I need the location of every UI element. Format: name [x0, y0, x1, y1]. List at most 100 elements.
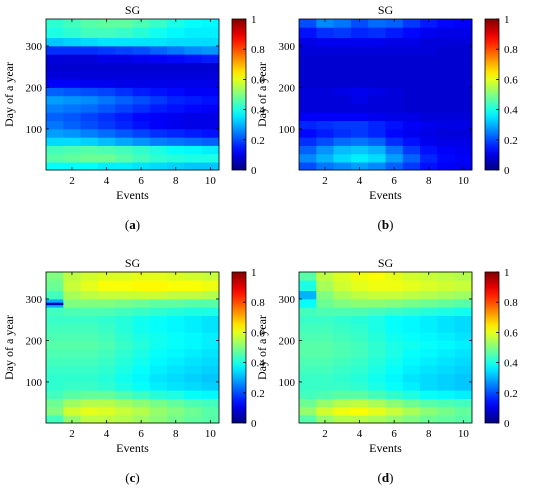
- heatmap-cell: [149, 298, 168, 308]
- heatmap-cell: [149, 315, 168, 325]
- colorbar-tick-label: 1: [251, 14, 257, 26]
- heatmap-cell: [437, 162, 456, 171]
- heatmap-cell: [80, 87, 99, 97]
- heatmap-cell: [97, 37, 116, 47]
- heatmap-cell: [333, 45, 352, 55]
- heatmap-cell: [402, 381, 421, 391]
- heatmap-cell: [115, 298, 133, 308]
- heatmap-cell: [437, 137, 456, 146]
- heatmap-cell: [454, 95, 473, 105]
- heatmap-cell: [167, 415, 185, 424]
- heatmap-cell: [368, 62, 386, 72]
- heatmap-cell: [115, 398, 133, 408]
- heatmap-cell: [184, 365, 203, 375]
- heatmap-cell: [167, 323, 185, 333]
- heatmap-cell: [454, 365, 473, 375]
- x-tick-label: 8: [173, 428, 179, 440]
- heatmap-cell: [402, 298, 421, 308]
- heatmap-cell: [316, 112, 334, 122]
- heatmap-cell: [167, 54, 185, 63]
- heatmap-cell: [402, 112, 421, 122]
- heatmap-cell: [454, 70, 473, 80]
- caption-letter: c: [130, 470, 136, 485]
- heatmap-cell: [333, 70, 352, 80]
- heatmap-cell: [454, 120, 473, 130]
- heatmap-cell: [63, 104, 81, 113]
- heatmap-cell: [350, 415, 369, 424]
- heatmap-cell: [454, 315, 473, 325]
- heatmap-cell: [316, 19, 334, 28]
- heatmap-cell: [299, 112, 317, 122]
- heatmap-cell: [368, 87, 386, 97]
- heatmap-cell: [437, 390, 456, 399]
- heatmap-cell: [132, 79, 151, 88]
- heatmap-cell: [437, 62, 456, 72]
- heatmap-cell: [115, 54, 133, 63]
- heatmap-cell: [167, 298, 185, 308]
- heatmap-cell: [368, 390, 386, 399]
- heatmap-cell: [115, 27, 133, 39]
- heatmap-cell: [350, 381, 369, 391]
- heatmap-cell: [402, 54, 421, 63]
- heatmap-cell: [402, 315, 421, 325]
- heatmap-cell: [46, 128, 64, 138]
- colorbar-tick-label: 0.4: [504, 105, 518, 117]
- heatmap-cell: [80, 79, 99, 88]
- heatmap-cell: [63, 348, 81, 358]
- heatmap-cell: [97, 415, 116, 424]
- heatmap-cell: [402, 365, 421, 375]
- colorbar-tick-label: 0.6: [251, 74, 265, 86]
- y-axis-label: Day of a year: [2, 62, 16, 127]
- heatmap-cell: [402, 120, 421, 130]
- heatmap-cell: [350, 62, 369, 72]
- heatmap-cell: [333, 390, 352, 399]
- heatmap-cell: [80, 348, 99, 358]
- heatmap-cell: [350, 315, 369, 325]
- heatmap-cell: [46, 145, 64, 155]
- heatmap-cell: [184, 323, 203, 333]
- heatmap-cell: [316, 373, 334, 383]
- heatmap-cell: [402, 45, 421, 55]
- heatmap-cell: [454, 290, 473, 300]
- heatmap-cell: [299, 87, 317, 97]
- heatmap-cell: [385, 340, 404, 350]
- x-tick-label: 6: [138, 175, 144, 187]
- heatmap-cell: [420, 62, 438, 72]
- heatmap-cell: [368, 145, 386, 155]
- heatmap-cell: [80, 272, 99, 281]
- heatmap-cell: [63, 398, 81, 408]
- colorbar-tick-label: 0.8: [251, 297, 265, 309]
- heatmap-cell: [385, 348, 404, 358]
- heatmap-cell: [454, 406, 473, 416]
- colorbar-tick-label: 0.8: [251, 44, 265, 56]
- heatmap-cell: [184, 381, 203, 391]
- heatmap-cell: [97, 162, 116, 171]
- heatmap-cell: [454, 280, 473, 292]
- heatmap-cell: [316, 120, 334, 130]
- heatmap-cell: [167, 162, 185, 171]
- heatmap-cell: [80, 145, 99, 155]
- heatmap-cell: [316, 406, 334, 416]
- heatmap-cell: [184, 95, 203, 105]
- heatmap-cell: [167, 357, 185, 366]
- heatmap-cell: [167, 120, 185, 130]
- y-tick-label: 100: [26, 124, 43, 136]
- heatmap-cell: [132, 112, 151, 122]
- heatmap-cell: [132, 332, 151, 341]
- heatmap-cell: [402, 290, 421, 300]
- heatmap-cell: [201, 290, 220, 300]
- heatmap-cell: [385, 79, 404, 88]
- heatmap-cell: [350, 19, 369, 28]
- heatmap-cell: [97, 70, 116, 80]
- heatmap-cell: [437, 340, 456, 350]
- heatmap-cell: [333, 79, 352, 88]
- heatmap-cell: [437, 70, 456, 80]
- heatmap-cell: [167, 79, 185, 88]
- heatmap-cell: [299, 19, 317, 28]
- heatmap-cell: [454, 112, 473, 122]
- heatmap-cell: [184, 112, 203, 122]
- heatmap-cell: [97, 87, 116, 97]
- heatmap-cell: [420, 37, 438, 47]
- heatmap-cell: [454, 415, 473, 424]
- heatmap-cell: [316, 365, 334, 375]
